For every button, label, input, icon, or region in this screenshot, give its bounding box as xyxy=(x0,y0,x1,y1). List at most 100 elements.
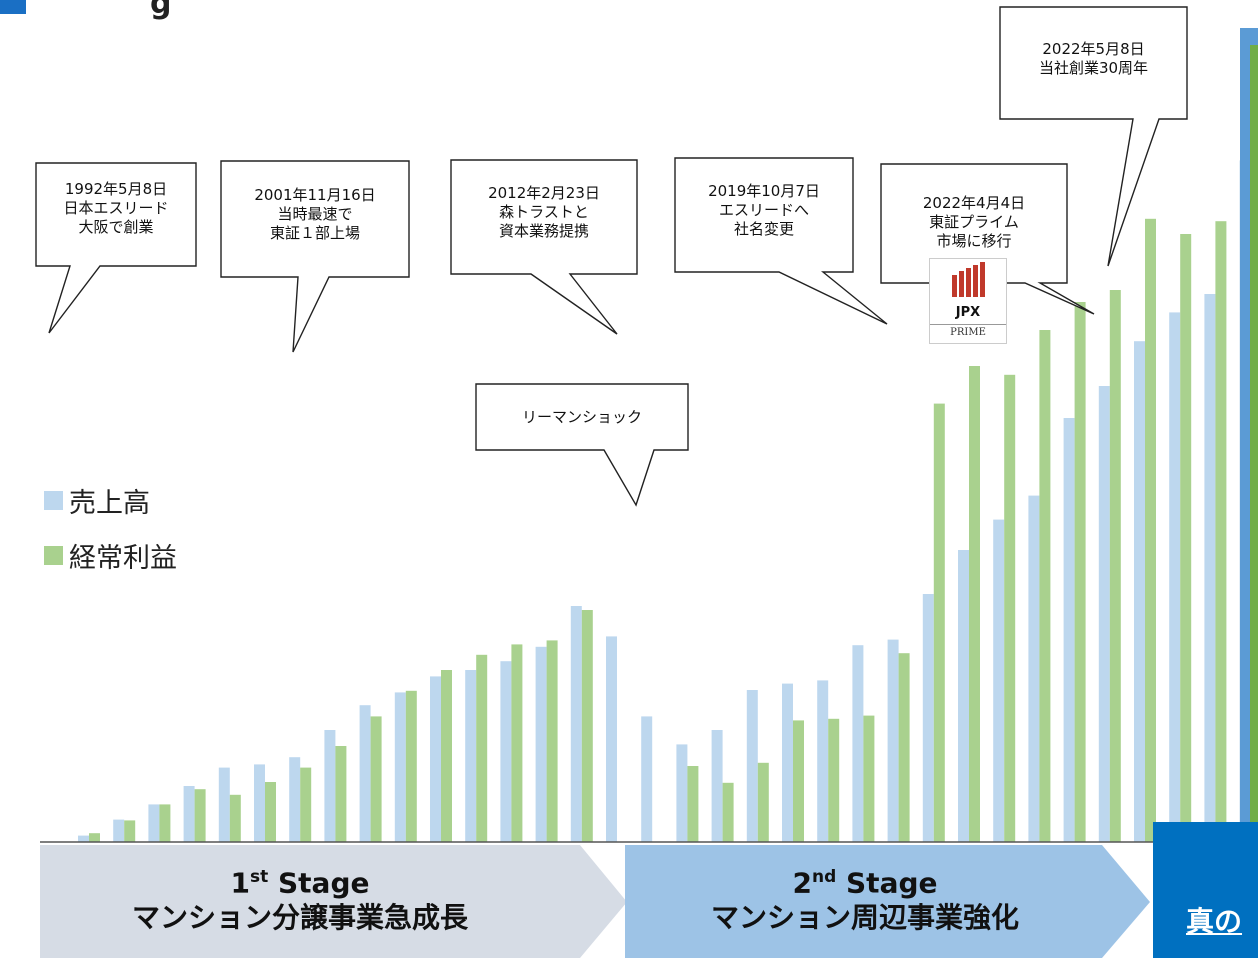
sales-bar-3 xyxy=(183,786,195,842)
profit-bar-32 xyxy=(1215,221,1227,842)
profit-bar-20 xyxy=(793,720,804,842)
profit-bar-29 xyxy=(1109,290,1121,842)
profit-bar-12 xyxy=(511,644,523,842)
sales-bar-14 xyxy=(570,606,582,842)
sales-bar-13 xyxy=(535,646,547,842)
profit-bar-5 xyxy=(265,782,276,842)
profit-bar-10 xyxy=(441,670,452,842)
profit-bar-11 xyxy=(476,654,488,842)
callout-listing xyxy=(220,160,410,353)
sales-bar-27 xyxy=(1028,495,1040,842)
profit-bar-21 xyxy=(828,718,840,842)
profit-bar-31 xyxy=(1180,234,1192,842)
profit-bar-17 xyxy=(687,766,699,842)
callout-lehman-text: リーマンショック xyxy=(521,408,642,426)
profit-bar-8 xyxy=(370,716,382,842)
sales-bar-26 xyxy=(993,519,1005,842)
sales-bar-25 xyxy=(958,550,969,842)
jpx-text: JPX xyxy=(955,305,981,320)
jpx-prime-logo: JPX PRIME xyxy=(929,258,1007,344)
profit-bar-19 xyxy=(757,762,769,842)
profit-bar-7 xyxy=(335,746,347,842)
profit-bar-2 xyxy=(159,804,171,842)
sales-bar-18 xyxy=(711,730,723,842)
profit-bar-6 xyxy=(300,767,312,842)
stage3-partial-label: 真の xyxy=(1186,905,1243,938)
stage2-title: 2nd Stage xyxy=(792,866,938,900)
legend-swatch-profit xyxy=(44,546,63,565)
profit-bar-26 xyxy=(1004,374,1016,842)
profit-bar-3 xyxy=(194,789,206,842)
sales-bar-32 xyxy=(1204,294,1216,842)
sales-bar-1 xyxy=(113,819,125,842)
sales-bar-10 xyxy=(430,676,441,842)
sales-bar-20 xyxy=(782,683,793,842)
callout-listing-text: 2001年11月16日 当時最速で 東証１部上場 xyxy=(254,186,376,242)
sales-bar-6 xyxy=(289,757,301,842)
sales-bar-30 xyxy=(1134,341,1145,842)
legend-label-sales: 売上高 xyxy=(69,488,150,519)
sales-bar-8 xyxy=(359,705,371,842)
profit-bar-25 xyxy=(969,366,980,842)
profit-bar-9 xyxy=(405,690,417,842)
sales-bar-19 xyxy=(746,690,758,842)
stage2-subtitle: マンション周辺事業強化 xyxy=(710,901,1019,935)
sales-bar-4 xyxy=(218,767,230,842)
sales-bar-21 xyxy=(817,680,829,842)
callout-partnership xyxy=(450,159,638,335)
stage1-banner xyxy=(40,845,627,958)
title-fragment: g xyxy=(150,0,172,21)
profit-bar-23 xyxy=(898,653,910,842)
callout-30th-text: 2022年5月8日 当社創業30周年 xyxy=(1038,40,1149,77)
stage1-subtitle: マンション分譲事業急成長 xyxy=(131,901,468,935)
sales-bar-22 xyxy=(852,645,864,842)
sales-bar-16 xyxy=(641,716,653,842)
callout-founding-text: 1992年5月8日 日本エスリード 大阪で創業 xyxy=(63,180,169,236)
profit-bar-30 xyxy=(1145,218,1156,843)
profit-bar-18 xyxy=(722,782,734,842)
jpx-mark-icon xyxy=(952,262,985,297)
sales-bar-23 xyxy=(887,639,899,842)
sales-bar-17 xyxy=(676,744,688,842)
sales-bar-7 xyxy=(324,730,336,842)
legend-item-profit: 経常利益 xyxy=(44,536,177,575)
sales-bar-0 xyxy=(78,835,89,842)
sales-bar-28 xyxy=(1063,418,1075,842)
legend-label-profit: 経常利益 xyxy=(69,543,177,574)
legend-swatch-sales xyxy=(44,491,63,510)
sales-bar-29 xyxy=(1098,386,1110,842)
sales-bar-24 xyxy=(922,594,934,842)
profit-bar-1 xyxy=(124,820,136,842)
profit-bar-28 xyxy=(1074,302,1086,842)
profit-bar-13 xyxy=(546,640,558,842)
title-marker xyxy=(0,0,26,14)
sales-bar-2 xyxy=(148,804,160,842)
profit-bar-14 xyxy=(581,610,593,842)
sales-bar-5 xyxy=(254,764,265,842)
sales-bar-31 xyxy=(1169,312,1181,842)
profit-bar-4 xyxy=(229,794,241,842)
callout-partnership-text: 2012年2月23日 森トラストと 資本業務提携 xyxy=(488,184,600,240)
stage1-title: 1st Stage xyxy=(230,866,370,900)
legend-item-sales: 売上高 xyxy=(44,481,150,520)
callout-prime-text: 2022年4月4日 東証プライム 市場に移行 xyxy=(922,194,1026,250)
callout-lehman xyxy=(475,383,689,507)
sales-bar-12 xyxy=(500,661,512,842)
callout-30th xyxy=(999,6,1188,267)
stage1-label: 1st Stage マンション分譲事業急成長 xyxy=(40,860,560,936)
prime-text: PRIME xyxy=(930,324,1006,338)
sales-bar-9 xyxy=(394,692,406,842)
sales-bar-11 xyxy=(465,670,477,842)
stage2-label: 2nd Stage マンション周辺事業強化 xyxy=(625,860,1105,936)
stage2-banner xyxy=(625,845,1150,958)
profit-bar-27 xyxy=(1039,330,1051,842)
edge-bar-green xyxy=(1250,45,1258,842)
callout-founding xyxy=(35,162,197,334)
profit-bar-22 xyxy=(863,715,875,842)
profit-bar-24 xyxy=(933,403,945,842)
profit-bar-0 xyxy=(89,833,100,842)
stage3-banner xyxy=(1153,822,1258,958)
callout-rename-text: 2019年10月7日 エスリードへ 社名変更 xyxy=(708,182,820,238)
callout-rename xyxy=(674,157,888,325)
